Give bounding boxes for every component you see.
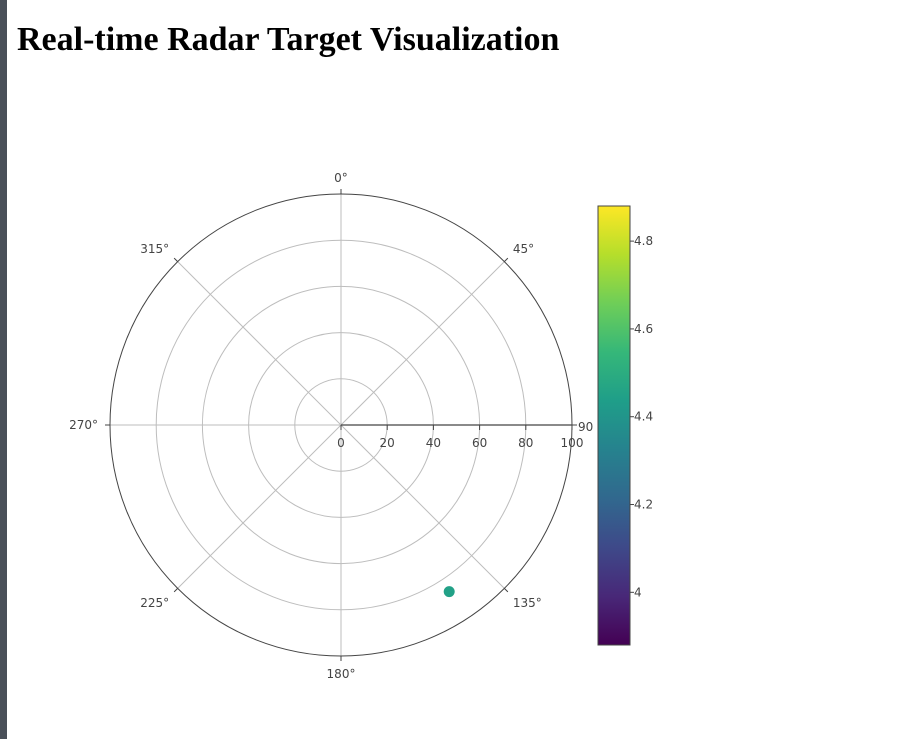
radial-tick-label: 60 bbox=[472, 436, 487, 450]
colorbar-gradient bbox=[597, 205, 631, 646]
angular-tick-label: 135° bbox=[513, 596, 542, 610]
colorbar-tick-label: 4.4 bbox=[634, 410, 653, 424]
colorbar-tick-label: 4.8 bbox=[634, 234, 653, 248]
angular-tick-label: 45° bbox=[513, 242, 534, 256]
radial-tick-label: 40 bbox=[426, 436, 441, 450]
angular-tick-labels: 0° 45° 135° 180° 225° 270° 315° bbox=[69, 171, 542, 681]
angular-tick-label: 270° bbox=[69, 418, 98, 432]
angular-grid-line bbox=[177, 261, 342, 426]
radial-axis-angle-label: 90 bbox=[578, 420, 593, 434]
radial-tick-label: 0 bbox=[337, 436, 345, 450]
angular-grid-line bbox=[177, 424, 342, 589]
page-title: Real-time Radar Target Visualization bbox=[17, 21, 560, 58]
angular-grid-line bbox=[340, 261, 505, 426]
colorbar-tick-label: 4.2 bbox=[634, 498, 653, 512]
angular-tick-label: 180° bbox=[327, 667, 356, 681]
radial-tick-label: 100 bbox=[561, 436, 584, 450]
target-points bbox=[443, 586, 455, 598]
angular-grid-line bbox=[340, 424, 505, 589]
radial-tick-label: 20 bbox=[380, 436, 395, 450]
colorbar: 4 4.2 4.4 4.6 4.8 bbox=[597, 205, 653, 646]
angular-tick-label: 0° bbox=[334, 171, 348, 185]
angular-tick bbox=[173, 257, 179, 263]
angular-tick bbox=[503, 587, 509, 593]
radial-tick-label: 80 bbox=[518, 436, 533, 450]
window-left-edge bbox=[0, 0, 7, 739]
angular-tick bbox=[173, 587, 179, 593]
radial-axis: 0 20 40 60 80 100 90 bbox=[337, 420, 593, 450]
angular-tick-label: 225° bbox=[140, 596, 169, 610]
angular-tick bbox=[503, 257, 509, 263]
colorbar-tick-label: 4.6 bbox=[634, 322, 653, 336]
colorbar-tick-label: 4 bbox=[634, 585, 642, 599]
angular-tick-label: 315° bbox=[140, 242, 169, 256]
target-point bbox=[443, 586, 455, 598]
